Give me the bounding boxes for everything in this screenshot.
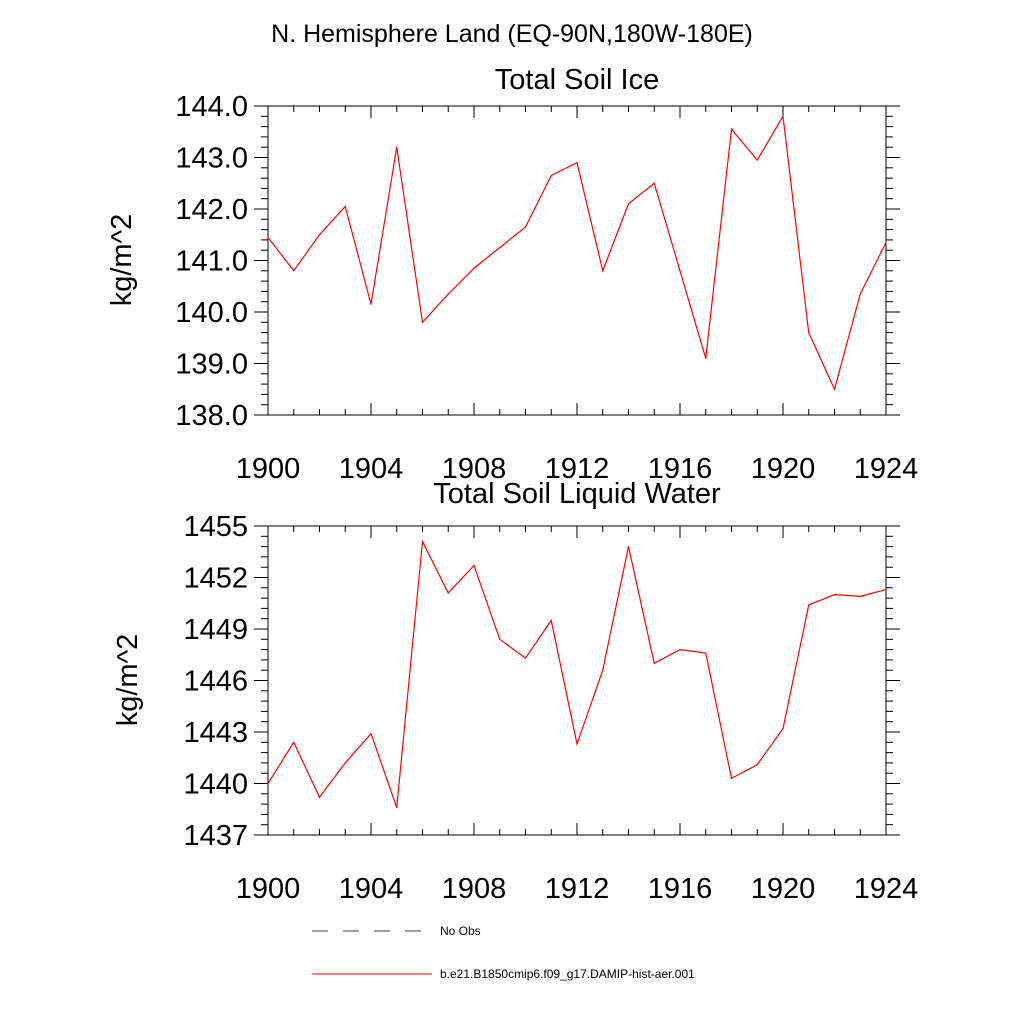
data-point (859, 595, 861, 597)
data-point (833, 594, 836, 596)
data-point (473, 564, 475, 567)
data-point (447, 592, 449, 594)
chart-title: Total Soil Ice (495, 64, 659, 96)
data-point (421, 321, 424, 323)
data-point (885, 588, 887, 591)
x-tick-label: 1920 (751, 453, 816, 485)
data-point (859, 293, 861, 295)
data-point (447, 293, 449, 295)
x-tick-label: 1908 (442, 873, 507, 905)
data-point (473, 267, 475, 269)
data-point (679, 270, 681, 272)
y-axis-label: kg/m^2 (112, 634, 144, 727)
data-point (370, 303, 372, 305)
data-point (524, 226, 527, 228)
data-point (499, 247, 501, 249)
y-tick-label: 1455 (183, 511, 248, 543)
data-point (602, 270, 604, 272)
chart-total-soil-ice: Total Soil Ice kg/m^2 1900 1904 1908 1912 19… (106, 64, 918, 485)
chart-total-soil-liquid-water: Total Soil Liquid Water kg/m^2 1900 1904 1… (112, 478, 918, 905)
data-point (653, 662, 655, 664)
x-tick-label: 1900 (236, 453, 301, 485)
x-tick-label: 1904 (339, 873, 404, 905)
data-point (318, 796, 321, 798)
data-point (705, 357, 707, 359)
y-tick-label: 1440 (183, 769, 248, 801)
x-tick-label: 1904 (339, 453, 404, 485)
data-point (524, 657, 527, 659)
data-point (756, 764, 758, 766)
data-point (756, 159, 758, 161)
y-tick-label: 144.0 (175, 91, 248, 123)
x-tick-label: 1900 (236, 873, 301, 905)
y-tick-label: 1443 (183, 717, 248, 749)
data-point (602, 669, 604, 671)
y-tick-label: 138.0 (175, 400, 248, 432)
data-point (370, 733, 372, 735)
x-tick-label: 1908 (442, 453, 507, 485)
x-tick-label: 1912 (545, 873, 610, 905)
x-tick-label: 1924 (854, 873, 919, 905)
x-tick-label: 1912 (545, 453, 610, 485)
y-tick-label: 140.0 (175, 297, 248, 329)
data-point (293, 741, 295, 743)
data-point (396, 806, 398, 809)
legend-label-series: b.e21.B1850cmip6.f09_g17.DAMIP-hist-aer.… (440, 967, 695, 981)
data-point (318, 234, 321, 236)
data-point (499, 638, 501, 640)
y-tick-label: 1446 (183, 666, 248, 698)
plot-frame (267, 105, 887, 416)
series-line (267, 539, 887, 808)
data-point (782, 727, 784, 730)
data-point (808, 332, 810, 334)
data-point (833, 388, 836, 390)
y-tick-label: 1437 (183, 820, 248, 852)
series-line (267, 114, 887, 392)
data-point (576, 162, 578, 164)
data-point (730, 128, 733, 130)
data-point (267, 782, 269, 785)
data-point (421, 540, 424, 543)
y-tick-label: 1449 (183, 614, 248, 646)
data-point (344, 762, 346, 764)
data-point (627, 203, 630, 205)
data-point (293, 270, 295, 272)
data-point (344, 205, 346, 208)
y-tick-label: 1452 (183, 563, 248, 595)
data-point (679, 649, 681, 651)
x-tick-label: 1920 (751, 873, 816, 905)
data-point (576, 743, 578, 745)
y-tick-label: 143.0 (175, 143, 248, 175)
data-point (885, 241, 887, 244)
legend-label-no-obs: No Obs (440, 924, 481, 938)
data-point (627, 546, 630, 548)
data-point (705, 652, 707, 654)
y-tick-label: 139.0 (175, 349, 248, 381)
data-point (396, 146, 398, 148)
data-point (267, 236, 269, 238)
chart-title: Total Soil Liquid Water (433, 478, 721, 510)
data-point (808, 604, 810, 606)
page-title: N. Hemisphere Land (EQ-90N,180W-180E) (271, 20, 753, 48)
x-tick-label: 1916 (648, 453, 713, 485)
data-point (730, 777, 733, 779)
y-tick-label: 141.0 (175, 246, 248, 278)
legend: No Obs b.e21.B1850cmip6.f09_g17.DAMIP-hi… (312, 924, 695, 981)
data-point (550, 619, 552, 622)
x-tick-label: 1924 (854, 453, 919, 485)
y-axis-label: kg/m^2 (106, 214, 138, 307)
data-point (653, 182, 655, 184)
y-tick-label: 142.0 (175, 194, 248, 226)
data-point (782, 115, 784, 117)
x-tick-label: 1916 (648, 873, 713, 905)
data-point (550, 174, 552, 177)
